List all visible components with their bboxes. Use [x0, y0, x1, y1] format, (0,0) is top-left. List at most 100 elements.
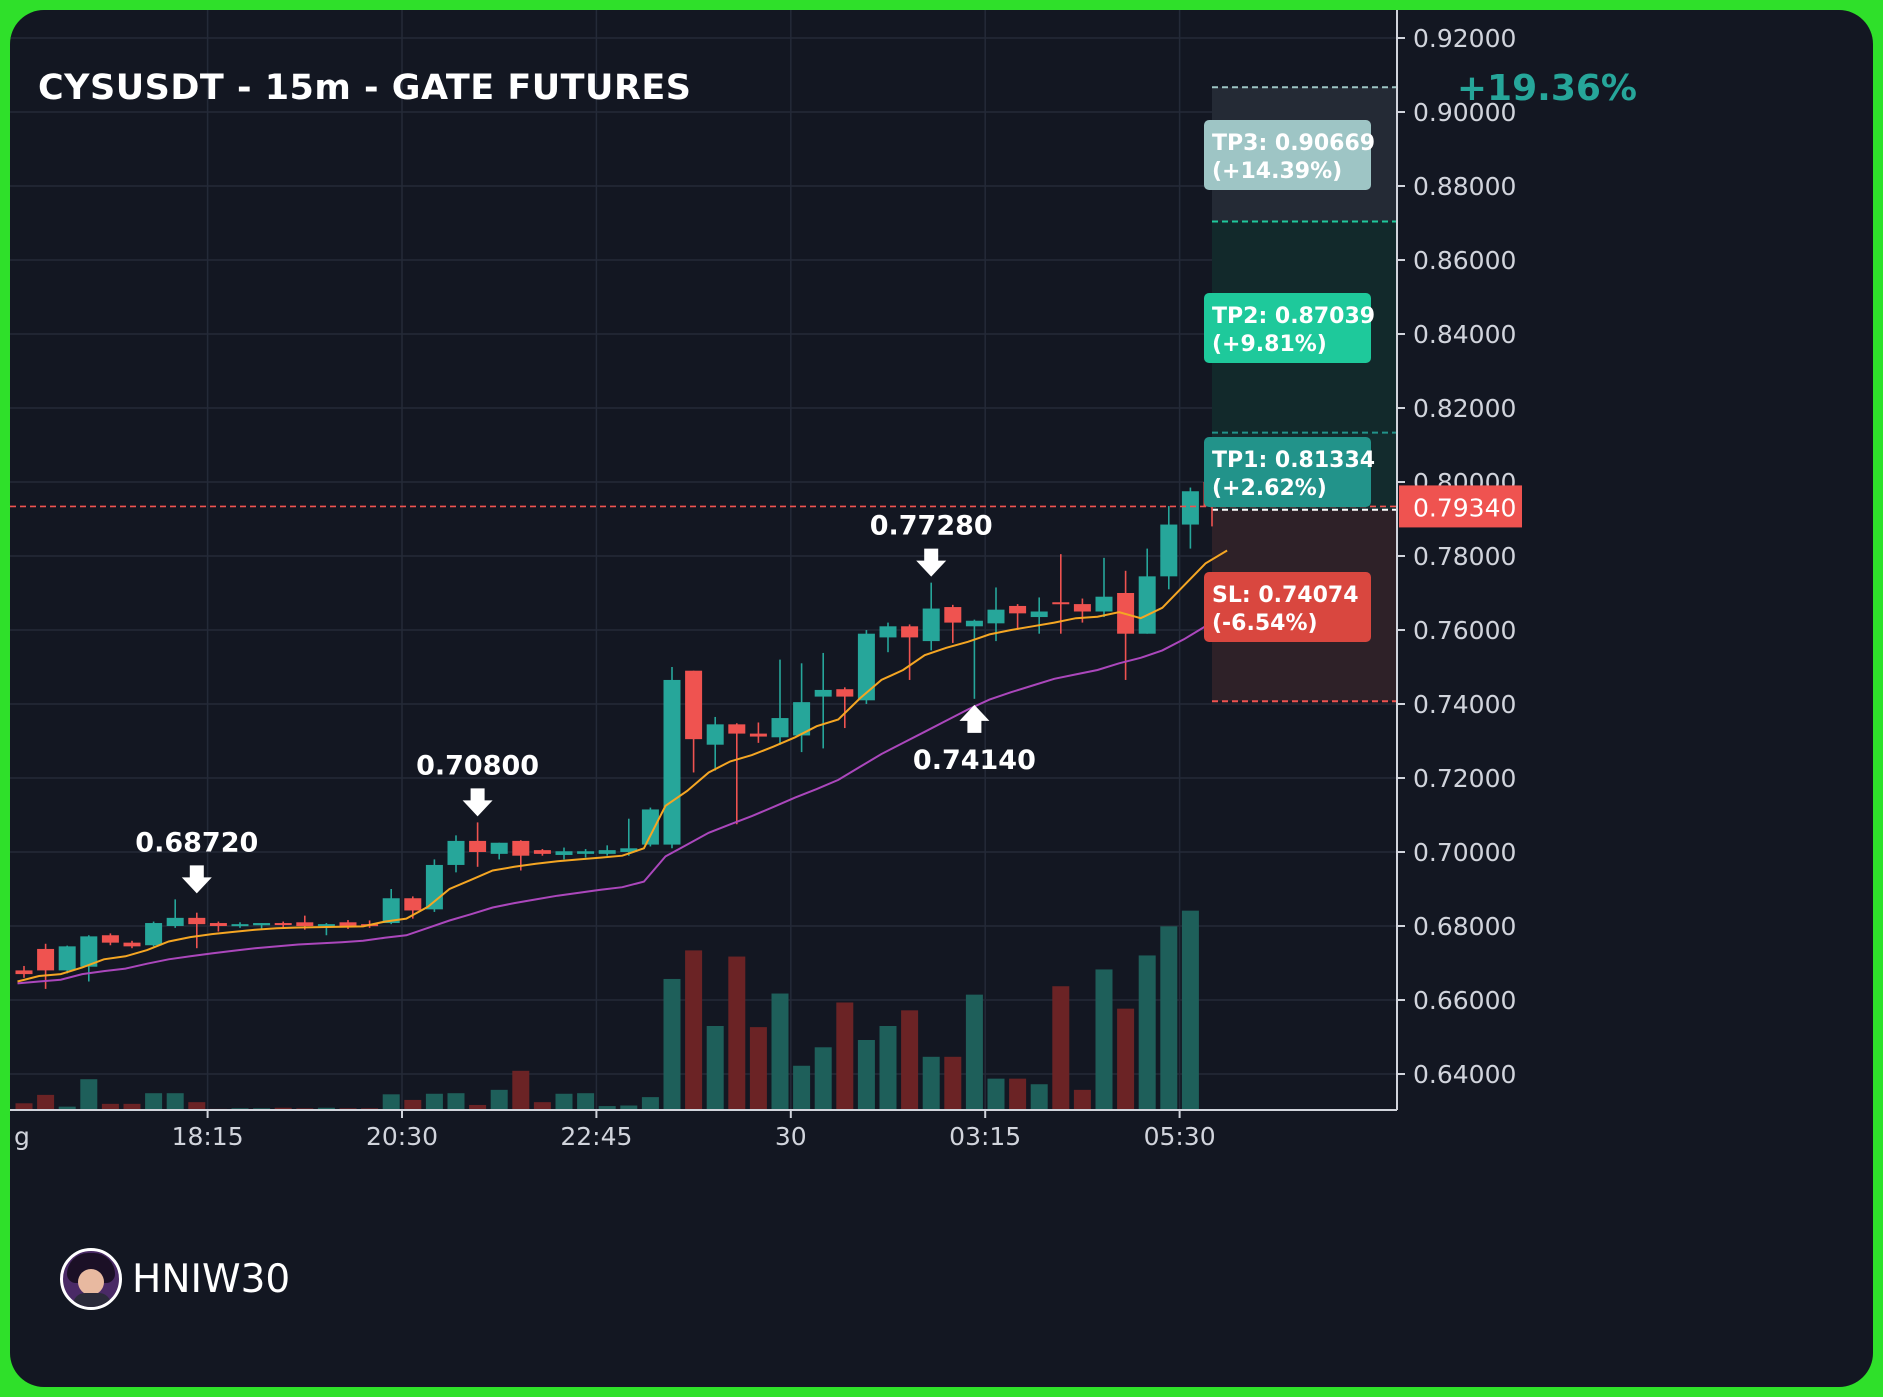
tp2-label-percent: (+9.81%) [1212, 332, 1327, 357]
candle-body [317, 924, 335, 927]
price-tick-label: 0.78000 [1413, 542, 1516, 571]
volume-bar [145, 1093, 163, 1110]
volume-bar [620, 1105, 638, 1110]
volume-bar [123, 1103, 141, 1110]
candle [1095, 557, 1113, 618]
candle-body [728, 724, 746, 734]
tp1-label-percent: (+2.62%) [1212, 476, 1327, 501]
time-tick-label: 05:30 [1144, 1122, 1216, 1151]
volume-bar [857, 1040, 875, 1110]
time-tick-label: 03:15 [949, 1122, 1021, 1151]
candle-body [836, 689, 854, 697]
volume-bar [555, 1093, 573, 1110]
price-axis: 0.92000 0.90000 0.88000 0.86000 0.84000 0.820… [1396, 10, 1522, 1110]
candle [685, 670, 703, 773]
candle-body [944, 607, 962, 623]
candle-body [296, 922, 314, 926]
price-tick-label: 0.72000 [1413, 764, 1516, 793]
volume-bar [598, 1106, 616, 1110]
arrow-down-icon [916, 548, 947, 577]
annotation-label: 0.74140 [913, 745, 1036, 776]
candle-body [1138, 576, 1156, 634]
candle [901, 624, 919, 680]
tp1-label-box [1204, 437, 1371, 507]
candle [1160, 506, 1178, 590]
candle [620, 818, 638, 856]
candle-body [620, 848, 638, 852]
time-tick-label: 20:30 [366, 1122, 438, 1151]
volume-bar [814, 1047, 832, 1110]
candle [706, 716, 724, 771]
candle-body [490, 842, 508, 854]
candle-body [1073, 604, 1091, 612]
ema-slow-line [17, 614, 1228, 985]
candle [209, 921, 227, 932]
candle-body [512, 840, 530, 856]
candle [274, 921, 292, 928]
candle-body [685, 670, 703, 740]
price-tick-label: 0.64000 [1413, 1060, 1516, 1089]
price-annotation: 0.70800 [416, 750, 539, 817]
price-tick-label: 0.66000 [1413, 986, 1516, 1015]
volume-bar [1030, 1084, 1048, 1110]
volume-bar [749, 1027, 767, 1110]
price-tick-label: 0.76000 [1413, 616, 1516, 645]
sl-label-percent: (-6.54%) [1212, 611, 1318, 636]
volume-bar [490, 1089, 508, 1110]
time-axis: g 18:15 20:30 22:45 30 03:15 05:30 [10, 1109, 1397, 1151]
candle-body [922, 608, 940, 642]
avatar-icon [60, 1248, 122, 1310]
volume-bar [987, 1078, 1005, 1110]
candle-body [1095, 596, 1113, 612]
candle-body [339, 922, 357, 926]
volume-bar [965, 994, 983, 1110]
volume-bar [188, 1102, 206, 1110]
candle-body [80, 936, 98, 967]
sl-label-price: SL: 0.74074 [1212, 583, 1359, 608]
price-tick-label: 0.74000 [1413, 690, 1516, 719]
arrow-down-icon [181, 865, 212, 894]
volume-bar [80, 1079, 98, 1110]
candle [641, 807, 659, 847]
candle [944, 604, 962, 643]
volume-bar [1073, 1089, 1091, 1110]
price-annotation: 0.74140 [913, 704, 1036, 776]
price-annotation: 0.68720 [135, 827, 258, 894]
price-tick-label: 0.88000 [1413, 172, 1516, 201]
candle-body [15, 970, 33, 975]
last-price-badge [1399, 485, 1522, 528]
chart-frame: 0.68720 0.70800 0.77280 0.74140 TP3: 0.90669… [10, 10, 1873, 1387]
candle-body [533, 850, 551, 854]
price-tick-label: 0.86000 [1413, 246, 1516, 275]
candle [555, 847, 573, 860]
candle [15, 965, 33, 978]
time-tick-label: 22:45 [560, 1122, 632, 1151]
volume-bar [1052, 986, 1070, 1110]
volume-bar [1009, 1078, 1027, 1110]
candle-body [145, 923, 163, 946]
candle [317, 923, 335, 936]
tp1-label: TP1: 0.81334 (+2.62%) [1204, 437, 1375, 507]
price-chart[interactable]: 0.68720 0.70800 0.77280 0.74140 TP3: 0.90669… [10, 10, 1873, 1387]
candle-body [404, 898, 422, 911]
candle-body [814, 689, 832, 697]
time-tick-label: 18:15 [172, 1122, 244, 1151]
candle-body [706, 724, 724, 745]
price-tick-label: 0.84000 [1413, 320, 1516, 349]
volume-bar [1138, 955, 1156, 1110]
candle-body [771, 718, 789, 738]
candle [965, 619, 983, 699]
time-tick-label: 30 [775, 1122, 807, 1151]
candle [145, 921, 163, 947]
candle [663, 667, 681, 849]
candle [598, 845, 616, 856]
candle-body [793, 702, 811, 736]
volume-bar [15, 1103, 33, 1110]
volume-bar [685, 950, 703, 1110]
brand-name: HNIW30 [132, 1256, 291, 1302]
candle [793, 663, 811, 753]
candle [1009, 604, 1027, 630]
candle [1138, 548, 1156, 634]
volume-bar [1181, 910, 1199, 1110]
candle-body [857, 633, 875, 701]
